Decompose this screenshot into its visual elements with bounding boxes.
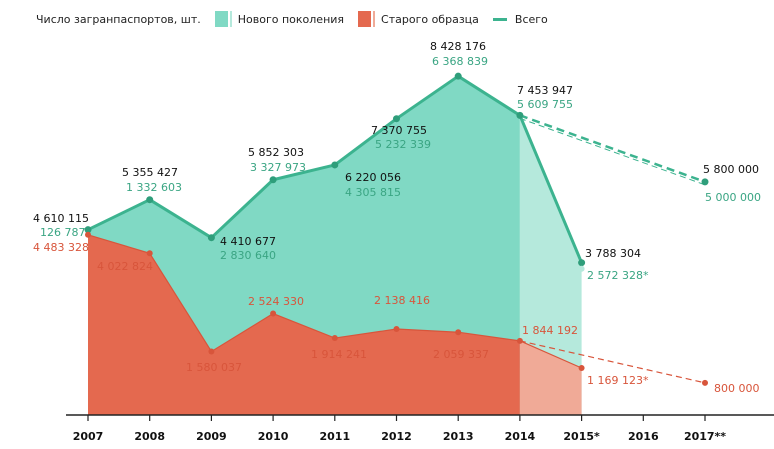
x-tick-label: 2008 bbox=[134, 430, 165, 443]
total-point bbox=[578, 259, 586, 267]
legend-total-label: Всего bbox=[514, 12, 548, 26]
old-forecast-line bbox=[519, 340, 706, 384]
total-point bbox=[146, 196, 154, 204]
x-tick-label: 2007 bbox=[73, 430, 104, 443]
new-area-forecast bbox=[519, 115, 582, 416]
old-point bbox=[455, 329, 462, 336]
new-value-label: 4 305 815 bbox=[345, 186, 401, 199]
x-tick-label: 2011 bbox=[319, 430, 350, 443]
new-value-label: 5 609 755 bbox=[517, 98, 573, 111]
x-tick-label: 2012 bbox=[381, 430, 412, 443]
x-tick-label: 2015* bbox=[563, 430, 600, 443]
new-value-label: 2 572 328* bbox=[587, 269, 649, 282]
legend: Число загранпаспортов, шт. Нового поколе… bbox=[36, 11, 548, 27]
total-value-label: 4 410 677 bbox=[220, 235, 276, 248]
legend-old-swatch bbox=[358, 11, 374, 27]
x-tick-label: 2010 bbox=[258, 430, 289, 443]
old-area-forecast bbox=[519, 340, 582, 415]
old-value-label: 1 169 123* bbox=[587, 374, 649, 387]
old-point bbox=[208, 348, 215, 355]
old-value-label: 2 059 337 bbox=[433, 348, 489, 361]
legend-total-swatch bbox=[492, 17, 507, 21]
new-value-label: 1 332 603 bbox=[126, 181, 182, 194]
old-value-label: 4 483 328 bbox=[33, 241, 89, 254]
total-value-label: 5 852 303 bbox=[248, 146, 304, 159]
old-point bbox=[331, 335, 338, 342]
total-point bbox=[84, 226, 92, 234]
total-point bbox=[701, 178, 709, 186]
x-tick-label: 2014 bbox=[505, 430, 536, 443]
old-area bbox=[88, 234, 520, 415]
new-value-label: 126 787 bbox=[40, 226, 86, 239]
total-point bbox=[207, 234, 215, 242]
old-value-label: 2 138 416 bbox=[374, 294, 430, 307]
total-point bbox=[393, 115, 400, 123]
old-point bbox=[702, 379, 708, 386]
old-point bbox=[578, 365, 585, 372]
total-value-label: 7 370 755 bbox=[371, 124, 427, 137]
old-value-label: 1 580 037 bbox=[186, 361, 242, 374]
total-value-label: 6 220 056 bbox=[345, 171, 401, 184]
old-point bbox=[85, 231, 91, 238]
x-tick-label: 2016 bbox=[628, 430, 659, 443]
total-point bbox=[516, 111, 524, 119]
old-point bbox=[393, 326, 400, 333]
legend-old-label: Старого образца bbox=[381, 12, 479, 26]
legend-new-label: Нового поколения bbox=[237, 12, 345, 26]
new-value-label: 5 232 339 bbox=[375, 138, 431, 151]
old-value-label: 1 844 192 bbox=[522, 324, 578, 337]
x-tick-label: 2013 bbox=[443, 430, 474, 443]
old-value-label: 1 914 241 bbox=[311, 348, 367, 361]
total-value-label: 4 610 115 bbox=[33, 212, 89, 225]
old-value-label: 4 022 824 bbox=[97, 260, 153, 273]
total-value-label: 3 788 304 bbox=[585, 247, 641, 260]
new-value-label: 2 830 640 bbox=[220, 249, 276, 262]
total-value-label: 5 355 427 bbox=[122, 166, 178, 179]
old-value-label: 2 524 330 bbox=[248, 295, 304, 308]
new-value-label: 6 368 839 bbox=[432, 55, 488, 68]
old-point bbox=[516, 337, 523, 344]
legend-new-swatch bbox=[214, 11, 230, 27]
old-value-label: 800 000 bbox=[714, 382, 760, 395]
total-forecast-line bbox=[519, 114, 706, 184]
old-point bbox=[270, 310, 277, 317]
old-point bbox=[146, 250, 153, 257]
new-forecast-line bbox=[519, 117, 706, 186]
total-point bbox=[454, 72, 462, 80]
total-point bbox=[269, 176, 277, 184]
total-value-label: 7 453 947 bbox=[517, 84, 573, 97]
x-tick-label: 2009 bbox=[196, 430, 227, 443]
total-value-label: 5 800 000 bbox=[703, 163, 759, 176]
new-value-label: 3 327 973 bbox=[250, 161, 306, 174]
x-tick-label: 2017** bbox=[684, 430, 726, 443]
new-point bbox=[578, 265, 585, 272]
total-point bbox=[331, 161, 339, 169]
legend-title: Число загранпаспортов, шт. bbox=[36, 12, 201, 26]
new-value-label: 5 000 000 bbox=[705, 191, 761, 204]
total-value-label: 8 428 176 bbox=[430, 40, 486, 53]
